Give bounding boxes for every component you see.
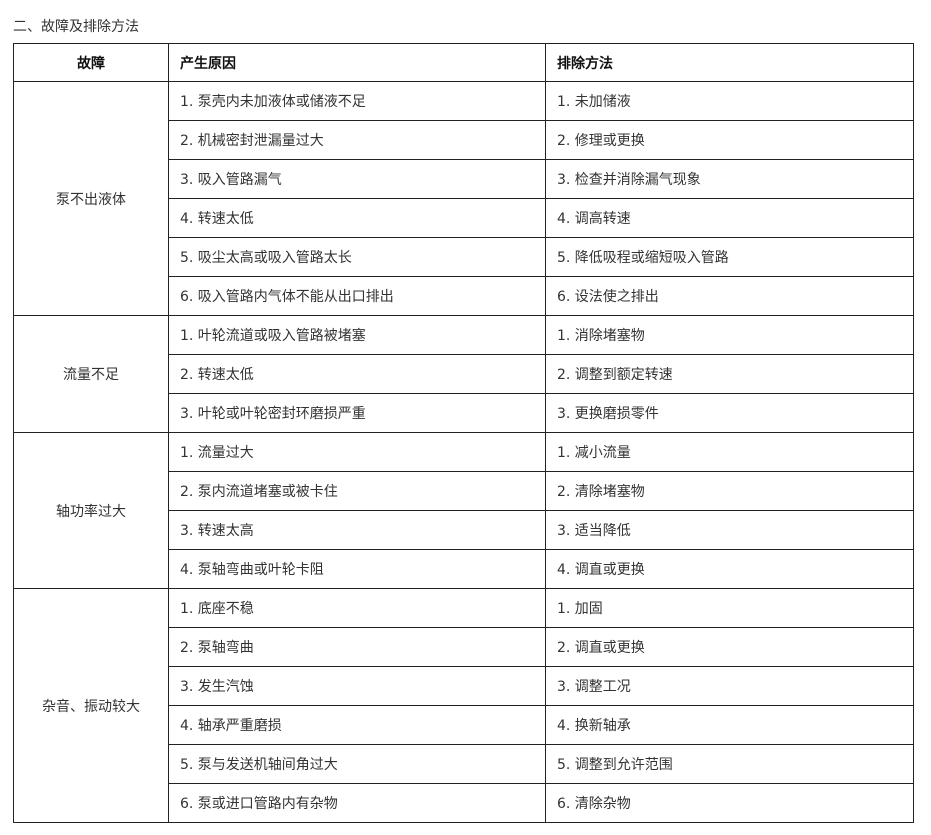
table-row: 5. 泵与发送机轴间角过大 5. 调整到允许范围: [14, 744, 914, 784]
table-row: 3. 发生汽蚀 3. 调整工况: [14, 666, 914, 706]
table-row: 轴功率过大 1. 流量过大 1. 减小流量: [13, 432, 914, 589]
remedy-cell: 6. 清除杂物: [545, 783, 914, 823]
table-row: 杂音、振动较大 1. 底座不稳 1. 加固: [13, 588, 914, 823]
table-row: 3. 吸入管路漏气 3. 检查并消除漏气现象: [14, 159, 914, 199]
cause-cell: 1. 泵壳内未加液体或储液不足: [168, 81, 546, 121]
cause-cell: 2. 泵轴弯曲: [168, 627, 546, 667]
cause-cell: 2. 泵内流道堵塞或被卡住: [168, 471, 546, 511]
remedy-cell: 3. 调整工况: [545, 666, 914, 706]
cause-cell: 1. 底座不稳: [168, 588, 546, 628]
remedy-cell: 4. 换新轴承: [545, 705, 914, 745]
remedy-cell: 1. 未加储液: [545, 81, 914, 121]
cause-cell: 3. 发生汽蚀: [168, 666, 546, 706]
remedy-cell: 5. 调整到允许范围: [545, 744, 914, 784]
table-header-row: 故障 产生原因 排除方法: [13, 43, 914, 82]
cause-cell: 2. 机械密封泄漏量过大: [168, 120, 546, 160]
remedy-cell: 3. 检查并消除漏气现象: [545, 159, 914, 199]
table-row: 2. 机械密封泄漏量过大 2. 修理或更换: [14, 120, 914, 160]
remedy-cell: 1. 加固: [545, 588, 914, 628]
remedy-cell: 3. 更换磨损零件: [545, 393, 914, 433]
table-row: 2. 泵轴弯曲 2. 调直或更换: [14, 627, 914, 667]
table-row: 4. 泵轴弯曲或叶轮卡阻 4. 调直或更换: [14, 549, 914, 589]
table-row: 6. 吸入管路内气体不能从出口排出 6. 设法使之排出: [14, 276, 914, 316]
remedy-cell: 3. 适当降低: [545, 510, 914, 550]
header-fault: 故障: [13, 43, 169, 82]
remedy-cell: 2. 调整到额定转速: [545, 354, 914, 394]
remedy-cell: 1. 减小流量: [545, 432, 914, 472]
remedy-cell: 4. 调高转速: [545, 198, 914, 238]
cause-cell: 1. 叶轮流道或吸入管路被堵塞: [168, 315, 546, 355]
cause-cell: 3. 叶轮或叶轮密封环磨损严重: [168, 393, 546, 433]
table-row: 6. 泵或进口管路内有杂物 6. 清除杂物: [14, 783, 914, 823]
remedy-cell: 4. 调直或更换: [545, 549, 914, 589]
table-body: 泵不出液体 1. 泵壳内未加液体或储液不足 1. 未加储液 2. 机械密封泄漏量过大 2…: [13, 81, 914, 823]
cause-cell: 3. 转速太高: [168, 510, 546, 550]
header-remedy: 排除方法: [545, 43, 914, 82]
cause-cell: 3. 吸入管路漏气: [168, 159, 546, 199]
table-row: 泵不出液体 1. 泵壳内未加液体或储液不足 1. 未加储液: [13, 81, 914, 316]
cause-cell: 6. 泵或进口管路内有杂物: [168, 783, 546, 823]
fault-cell: 流量不足: [13, 315, 169, 433]
cause-cell: 2. 转速太低: [168, 354, 546, 394]
table-row: 3. 叶轮或叶轮密封环磨损严重 3. 更换磨损零件: [14, 393, 914, 433]
remedy-cell: 1. 消除堵塞物: [545, 315, 914, 355]
cause-cell: 4. 转速太低: [168, 198, 546, 238]
troubleshooting-table: 故障 产生原因 排除方法 泵不出液体 1. 泵壳内未加液体或储液不足 1. 未加储液…: [13, 43, 914, 823]
table-row: 流量不足 1. 叶轮流道或吸入管路被堵塞 1. 消除堵塞物: [13, 315, 914, 433]
fault-cell: 杂音、振动较大: [13, 588, 169, 823]
cause-cell: 1. 流量过大: [168, 432, 546, 472]
cause-cell: 5. 泵与发送机轴间角过大: [168, 744, 546, 784]
cause-cell: 4. 轴承严重磨损: [168, 705, 546, 745]
cause-cell: 5. 吸尘太高或吸入管路太长: [168, 237, 546, 277]
table-row: 2. 泵内流道堵塞或被卡住 2. 清除堵塞物: [14, 471, 914, 511]
fault-cell: 泵不出液体: [13, 81, 169, 316]
remedy-cell: 2. 调直或更换: [545, 627, 914, 667]
remedy-cell: 2. 清除堵塞物: [545, 471, 914, 511]
header-cause: 产生原因: [168, 43, 546, 82]
table-row: 3. 转速太高 3. 适当降低: [14, 510, 914, 550]
remedy-cell: 6. 设法使之排出: [545, 276, 914, 316]
table-row: 2. 转速太低 2. 调整到额定转速: [14, 354, 914, 394]
table-row: 5. 吸尘太高或吸入管路太长 5. 降低吸程或缩短吸入管路: [14, 237, 914, 277]
table-row: 4. 转速太低 4. 调高转速: [14, 198, 914, 238]
table-row: 4. 轴承严重磨损 4. 换新轴承: [14, 705, 914, 745]
fault-cell: 轴功率过大: [13, 432, 169, 589]
remedy-cell: 2. 修理或更换: [545, 120, 914, 160]
section-title: 二、故障及排除方法: [13, 19, 139, 35]
cause-cell: 6. 吸入管路内气体不能从出口排出: [168, 276, 546, 316]
remedy-cell: 5. 降低吸程或缩短吸入管路: [545, 237, 914, 277]
cause-cell: 4. 泵轴弯曲或叶轮卡阻: [168, 549, 546, 589]
